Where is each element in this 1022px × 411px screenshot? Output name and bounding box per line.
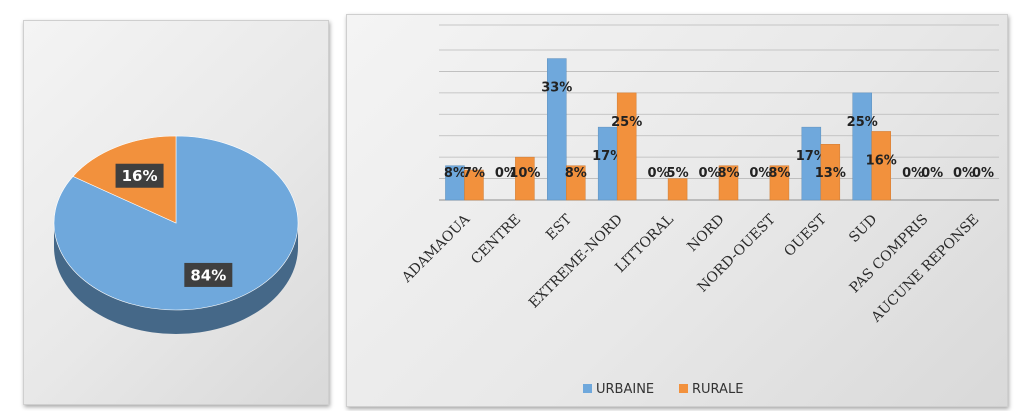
data-label-rurale-6: 8% bbox=[768, 166, 790, 181]
data-label-rurale-0: 7% bbox=[463, 166, 485, 181]
bar-rurale-3 bbox=[616, 92, 637, 201]
legend-swatch-urbaine bbox=[583, 384, 592, 393]
category-label-3: EXTREME-NORD bbox=[526, 212, 626, 312]
data-label-urbaine-7: 17% bbox=[796, 149, 827, 164]
pie-chart-panel: 84% 16% bbox=[23, 20, 329, 405]
data-label-rurale-10: 0% bbox=[972, 166, 994, 181]
bar-rurale-6 bbox=[769, 165, 790, 201]
legend-label-rurale: RURALE bbox=[692, 382, 743, 397]
chart-legend: URBAINE RURALE bbox=[583, 382, 743, 397]
data-label-rurale-5: 8% bbox=[717, 166, 739, 181]
data-label-rurale-9: 0% bbox=[921, 166, 943, 181]
legend-label-urbaine: URBAINE bbox=[596, 382, 654, 397]
pie-value-label-2: 16% bbox=[115, 163, 164, 188]
category-label-5: NORD bbox=[684, 212, 727, 255]
category-label-8: SUD bbox=[846, 212, 880, 246]
data-label-rurale-4: 5% bbox=[667, 166, 689, 181]
category-label-7: OUEST bbox=[781, 211, 830, 260]
bar-chart: 8%7%ADAMAOUA0%10%CENTRE33%8%EST17%25%EXT… bbox=[398, 24, 999, 397]
data-label-rurale-7: 13% bbox=[815, 166, 846, 181]
data-label-urbaine-3: 17% bbox=[592, 149, 623, 164]
bar-urbaine-8 bbox=[852, 92, 872, 201]
bar-rurale-5 bbox=[718, 165, 739, 201]
category-label-2: EST bbox=[543, 211, 575, 243]
data-label-urbaine-5: 0% bbox=[698, 166, 720, 181]
data-label-rurale-3: 25% bbox=[611, 115, 642, 130]
bar-rurale-2 bbox=[566, 165, 586, 201]
category-label-0: ADAMAOUA bbox=[398, 211, 473, 286]
data-label-urbaine-10: 0% bbox=[953, 166, 975, 181]
bar-rurale-8 bbox=[871, 131, 891, 201]
bar-rurale-4 bbox=[667, 178, 688, 201]
category-label-1: CENTRE bbox=[468, 212, 524, 268]
data-label-urbaine-9: 0% bbox=[902, 166, 924, 181]
data-label-rurale-8: 16% bbox=[866, 153, 897, 168]
pie-value-label-1: 84% bbox=[184, 262, 233, 287]
bar-rurale-7 bbox=[820, 144, 841, 201]
data-label-rurale-1: 10% bbox=[509, 166, 540, 181]
bar-urbaine-2 bbox=[547, 58, 567, 201]
data-label-urbaine-8: 25% bbox=[847, 115, 878, 130]
bar-rurale-0 bbox=[464, 169, 484, 201]
data-label-urbaine-4: 0% bbox=[648, 166, 670, 181]
data-label-urbaine-6: 0% bbox=[749, 166, 771, 181]
svg-text:16%: 16% bbox=[122, 167, 158, 185]
data-label-urbaine-0: 8% bbox=[444, 166, 466, 181]
data-label-rurale-2: 8% bbox=[565, 166, 587, 181]
bar-rurale-1 bbox=[515, 156, 535, 201]
svg-text:84%: 84% bbox=[190, 266, 226, 284]
pie-side-wall bbox=[54, 223, 298, 334]
pie-chart: 84% 16% bbox=[53, 135, 299, 334]
legend-swatch-rurale bbox=[679, 384, 688, 393]
data-label-urbaine-1: 0% bbox=[495, 166, 517, 181]
bar-chart-panel: 8% 7% ADAMAOUA 0% 10% CENTRE 33% 8% EST 17% 25% EXT… bbox=[346, 14, 1008, 407]
data-label-urbaine-2: 33% bbox=[541, 81, 572, 96]
